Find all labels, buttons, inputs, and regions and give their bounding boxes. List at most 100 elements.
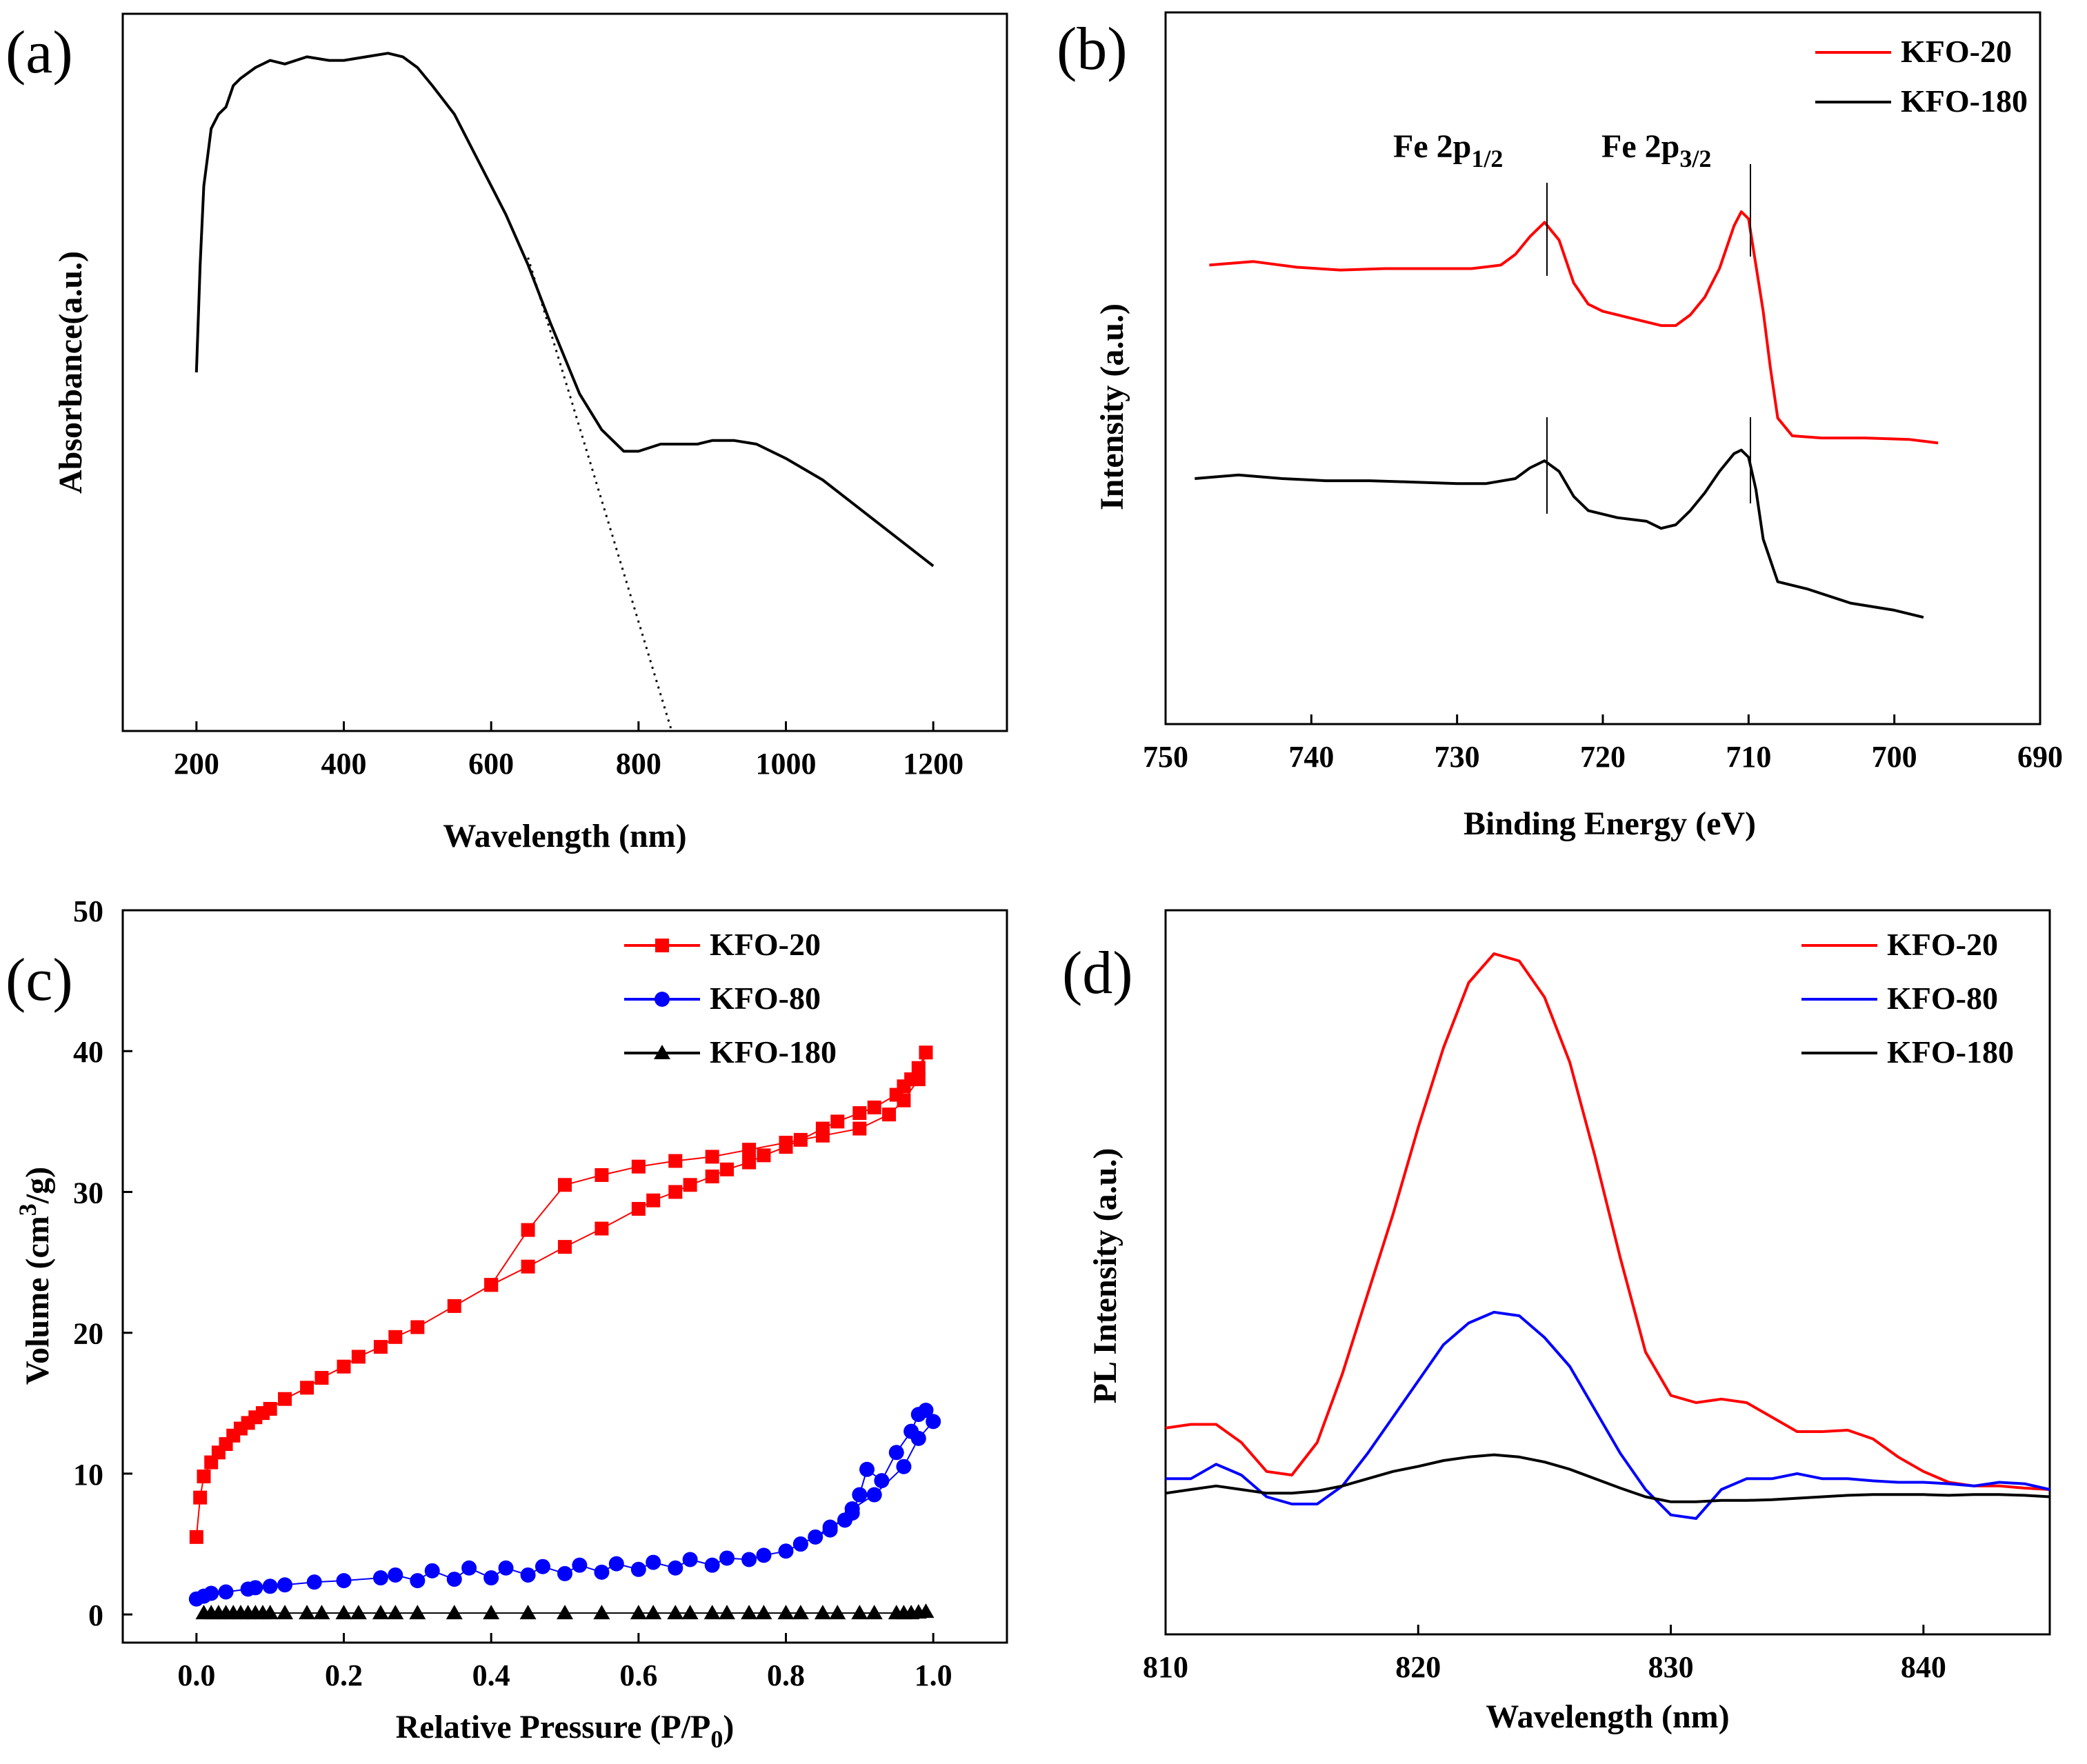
panel-c-series-kfo-20-point-46: [882, 1107, 897, 1122]
panel-c-series-kfo-20-point-42: [911, 1061, 926, 1075]
panel-b-legend-kfo-20-label: KFO-20: [1901, 34, 2012, 69]
annotation-fe2p12: Fe 2p1/2: [1393, 128, 1503, 172]
panel-c-series-kfo-180-point-19: [483, 1605, 500, 1620]
panel-c-series-kfo-80-point-44: [918, 1403, 934, 1419]
panel-c-ticks: 0.0 0.2 0.4 0.6 0.8 1.0 0 10 20 30 40 50: [73, 894, 952, 1692]
panel-c-series-kfo-180-point-26: [681, 1605, 699, 1620]
panel-c-series-kfo-80-point-21: [572, 1557, 588, 1573]
panel-d-y-axis-label: PL Intensity (a.u.): [1087, 1148, 1124, 1404]
panel-c-legend-kfo-20-label: KFO-20: [710, 927, 821, 962]
panel-c-series-kfo-80-point-3: [218, 1584, 234, 1600]
panel-c-x-tick-label-0-2: 0.2: [325, 1658, 363, 1692]
panel-c-series-kfo-20-point-17: [373, 1340, 388, 1354]
panel-c-series-kfo-20-point-52: [668, 1154, 683, 1168]
panel-c-y-tick-label-10: 10: [73, 1458, 103, 1492]
panel-b: (b) 750 740 730 720 710 700 690 KFO-20KFO-180 …: [1057, 11, 2063, 842]
panel-c-series-kfo-20-point-28: [683, 1178, 697, 1192]
panel-c-series-kfo-80-point-23: [608, 1556, 624, 1572]
panel-c-series-kfo-20-point-12: [278, 1392, 292, 1406]
panel-c-series-kfo-80-point-7: [277, 1577, 293, 1593]
panel-c-series-kfo-20-point-16: [351, 1350, 366, 1364]
panel-d-legend-kfo-180-label: KFO-180: [1887, 1034, 2014, 1070]
panel-c-series-kfo-20-point-20: [447, 1299, 461, 1313]
panel-c-series-kfo-20-point-32: [757, 1148, 771, 1163]
panel-c-series-kfo-20-point-54: [595, 1167, 609, 1182]
panel-c-series-kfo-20-point-30: [720, 1162, 735, 1176]
panel-c-series-kfo-80-point-12: [410, 1573, 426, 1589]
panel-a-x-tick-label-800: 800: [616, 747, 661, 781]
panel-c-legend-kfo-180-marker: [654, 1045, 670, 1059]
panel-c-series-kfo-80-point-29: [719, 1550, 735, 1566]
panel-c-legend-kfo-80-marker: [655, 992, 670, 1007]
panel-c-series-kfo-20-point-48: [815, 1128, 830, 1143]
panel-c-series-kfo-80-point-5: [248, 1580, 263, 1596]
panel-c-series-kfo-80-point-10: [372, 1570, 388, 1586]
panel-c-series-kfo-80-point-6: [262, 1578, 278, 1594]
panel-c-series-kfo-180-point-27: [703, 1605, 721, 1620]
panel-b-legend-kfo-180-label: KFO-180: [1901, 83, 2028, 119]
panel-a-x-axis-label: Wavelength (nm): [443, 818, 686, 854]
panel-c-series-kfo-20-point-43: [919, 1045, 933, 1060]
panel-c-series-kfo-180-point-22: [593, 1605, 610, 1620]
panel-c-legend-kfo-80-label: KFO-80: [710, 981, 821, 1016]
panel-c-series-kfo-20-point-29: [705, 1169, 719, 1183]
panel-c-series-kfo-180-point-14: [350, 1605, 367, 1620]
panel-c-series-kfo-180-point-25: [667, 1605, 684, 1620]
panel-c-y-tick-label-20: 20: [73, 1317, 103, 1351]
panel-a-label: (a): [6, 19, 73, 86]
panel-c-series-kfo-80-point-41: [888, 1445, 904, 1461]
panel-c-legend-kfo-180-label: KFO-180: [710, 1034, 837, 1070]
panel-a-x-tick-label-400: 400: [321, 747, 367, 781]
panel-c-series-kfo-80-point-30: [741, 1552, 757, 1567]
panel-c-series-kfo-20-point-15: [337, 1359, 351, 1374]
panel-c-label: (c): [6, 947, 73, 1014]
panel-c-y-tick-label-50: 50: [73, 894, 103, 928]
panel-c-series-kfo-20-point-51: [705, 1150, 719, 1164]
panel-c-series-kfo-180-point-13: [335, 1605, 352, 1620]
panel-c-series-kfo-80-point-32: [778, 1543, 794, 1559]
panel-b-series-kfo-20-line: [1209, 210, 1939, 445]
panel-d-series-kfo-80-line: [1166, 1310, 2050, 1520]
panel-c-series-kfo-180-point-31: [777, 1605, 795, 1620]
panel-b-x-tick-label-720: 720: [1580, 740, 1626, 774]
panel-c-series-kfo-20-point-13: [300, 1381, 314, 1395]
panel-d-frame: [1164, 909, 2051, 1636]
panel-c-frame: [121, 909, 1008, 1644]
panel-c-x-tick-label-0-4: 0.4: [472, 1658, 510, 1692]
panel-c-x-tick-label-1-0: 1.0: [915, 1658, 952, 1692]
panel-c-series-kfo-80-point-39: [859, 1461, 875, 1477]
panel-c-series-kfo-180-point-30: [755, 1605, 772, 1620]
panel-d-series-kfo-180-line: [1165, 1453, 2050, 1503]
panel-d-legend-kfo-80-label: KFO-80: [1887, 981, 1998, 1016]
panel-d-legend-kfo-20-label: KFO-20: [1887, 927, 1998, 962]
panel-c-series-kfo-180-point-11: [299, 1605, 316, 1620]
panel-b-x-tick-label-740: 740: [1288, 740, 1334, 774]
panel-c-series-kfo-20-point-27: [668, 1185, 683, 1199]
panel-c-series-kfo-80-point-2: [203, 1585, 219, 1601]
panel-c-series-kfo-180-point-16: [387, 1605, 404, 1620]
panel-d-x-tick-label-810: 810: [1143, 1650, 1188, 1684]
panel-c: (c) 0.0 0.2 0.4 0.6 0.8 1.0 0 10 20 30 40 50 KFO-20…: [6, 894, 1008, 1753]
panel-c-series-kfo-180-point-9: [261, 1605, 279, 1620]
panel-c-series-kfo-20-point-53: [631, 1159, 646, 1174]
panel-c-series-kfo-80-point-49: [844, 1501, 860, 1516]
panel-c-series-kfo-180-point-21: [557, 1605, 573, 1620]
panel-c-series-kfo-180-point-32: [792, 1605, 809, 1620]
panel-c-series-kfo-80-point-22: [594, 1564, 610, 1580]
panel-c-series-kfo-80-point-13: [424, 1563, 440, 1578]
panel-c-series-kfo-80-point-15: [461, 1560, 477, 1576]
panel-c-series-kfo-20-point-55: [558, 1178, 572, 1192]
panel-c-series-kfo-180-point-35: [851, 1605, 868, 1620]
panel-c-y-tick-label-30: 30: [73, 1176, 103, 1210]
panel-d-legend: KFO-20 KFO-80 KFO-180: [1801, 927, 2014, 1070]
panel-c-series-kfo-80-point-40: [874, 1473, 890, 1489]
panel-c-y-axis-label: Volume (cm3/g): [14, 1167, 56, 1385]
panel-b-x-tick-label-690: 690: [2017, 740, 2063, 774]
panel-c-x-tick-label-0-0: 0.0: [177, 1658, 215, 1692]
panel-b-legend: KFO-20 KFO-180: [1815, 34, 2028, 119]
panel-c-series-kfo-80-point-47: [896, 1459, 912, 1474]
panel-a-ticks: 200 400 600 800 1000 1200: [174, 721, 963, 781]
panel-c-series-kfo-180-point-34: [829, 1605, 846, 1620]
panel-c-legend: KFO-20 KFO-80 KFO-180: [624, 927, 837, 1070]
panel-a-series-absorbance-line: [194, 52, 935, 568]
